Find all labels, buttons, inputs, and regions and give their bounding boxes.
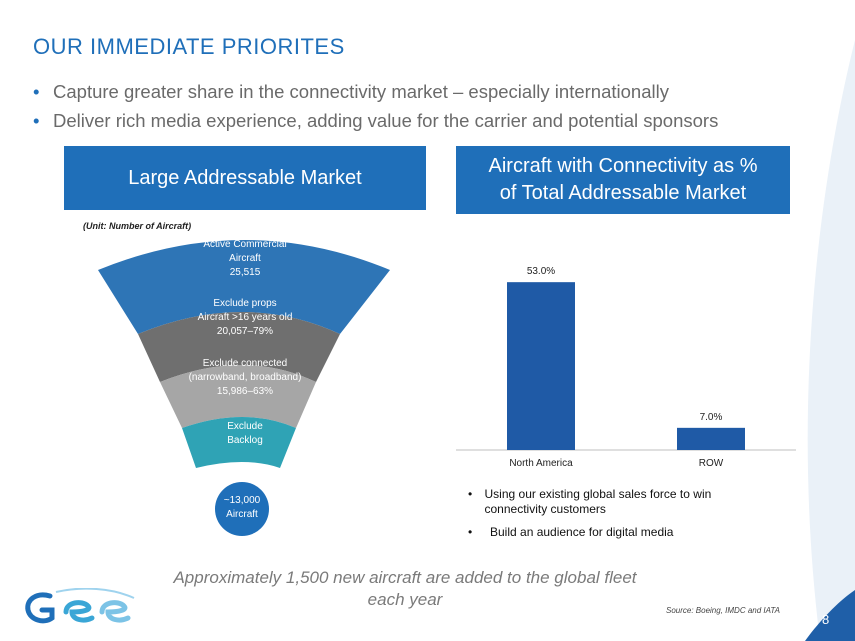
note-item: • Build an audience for digital media <box>468 525 748 540</box>
source-citation: Source: Boeing, IMDC and IATA <box>666 606 780 615</box>
connectivity-percent-header: Aircraft with Connectivity as % of Total… <box>456 146 790 214</box>
bullet-text: Deliver rich media experience, adding va… <box>53 110 719 131</box>
company-logo <box>22 587 144 628</box>
funnel-graphic <box>98 240 390 536</box>
page-number: 8 <box>822 612 830 627</box>
funnel-layer-2 <box>138 312 340 382</box>
priority-bullets: • Capture greater share in the connectiv… <box>33 77 833 135</box>
funnel-label-5: ~13,000 Aircraft <box>223 495 261 520</box>
bar-data-label: 53.0% <box>527 266 555 277</box>
bullet-item: • Capture greater share in the connectiv… <box>33 77 833 106</box>
gee-logo-icon <box>25 587 135 624</box>
x-tick-label: ROW <box>699 458 724 469</box>
bullet-dot-icon: • <box>468 525 473 539</box>
slide-title: OUR IMMEDIATE PRIORITES <box>33 34 345 59</box>
large-addressable-market-header: Large Addressable Market <box>64 146 426 210</box>
x-tick-label: North America <box>509 458 573 469</box>
note-item: • Using our existing global sales force … <box>468 487 748 517</box>
funnel-layer-4 <box>182 417 296 468</box>
bar-north-america <box>507 282 575 450</box>
bar-row <box>677 427 745 450</box>
addressable-market-funnel: Active Commercial Aircraft 25,515 Exclud… <box>90 230 400 550</box>
footer-note: Approximately 1,500 new aircraft are add… <box>173 568 637 609</box>
bottom-right-corner <box>805 590 855 641</box>
bullet-dot-icon: • <box>33 110 40 131</box>
bullet-dot-icon: • <box>468 487 473 501</box>
bar-chart-svg: 53.0% North America 7.0% ROW <box>456 266 796 469</box>
bullet-dot-icon: • <box>33 81 40 102</box>
bar-data-label: 7.0% <box>700 412 723 423</box>
strategy-notes: • Using our existing global sales force … <box>468 487 748 548</box>
funnel-layer-1 <box>98 240 390 334</box>
funnel-label-3: Exclude connected (narrowband, broadband… <box>188 358 302 397</box>
connectivity-bar-chart: 53.0% North America 7.0% ROW <box>456 232 796 482</box>
panel-heading: Large Addressable Market <box>128 166 362 189</box>
note-text: Using our existing global sales force to… <box>484 487 712 516</box>
funnel-result-circle <box>215 482 269 536</box>
funnel-label-2: Exclude props Aircraft >16 years old 20,… <box>197 298 293 337</box>
right-edge-swoosh <box>807 40 855 641</box>
panel-heading-line-2: of Total Addressable Market <box>499 182 747 204</box>
panel-heading-line-1: Aircraft with Connectivity as % <box>488 155 758 177</box>
bullet-item: • Deliver rich media experience, adding … <box>33 106 833 135</box>
bullet-text: Capture greater share in the connectivit… <box>53 81 669 102</box>
funnel-label-4: Exclude Backlog <box>227 421 263 446</box>
note-text: Build an audience for digital media <box>490 525 674 539</box>
funnel-layer-3 <box>160 365 316 428</box>
unit-note: (Unit: Number of Aircraft) <box>83 221 192 231</box>
funnel-label-1: Active Commercial Aircraft 25,515 <box>203 239 287 278</box>
